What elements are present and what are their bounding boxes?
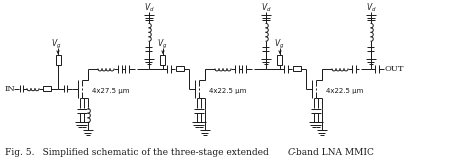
Bar xyxy=(55,55,61,65)
Bar xyxy=(293,66,301,72)
Text: $V_d$: $V_d$ xyxy=(144,1,155,14)
Bar xyxy=(277,55,283,65)
Text: OUT: OUT xyxy=(385,65,404,73)
Text: $V_g$: $V_g$ xyxy=(51,38,61,51)
Text: $V_d$: $V_d$ xyxy=(365,1,376,14)
Bar xyxy=(176,66,184,72)
Text: Simplified schematic of the three-stage extended: Simplified schematic of the three-stage … xyxy=(34,148,272,157)
Text: 4x22.5 μm: 4x22.5 μm xyxy=(209,88,246,94)
Text: Fig. 5.: Fig. 5. xyxy=(5,148,35,157)
Text: $V_g$: $V_g$ xyxy=(157,38,167,51)
Text: C: C xyxy=(288,148,295,157)
Text: 4x22.5 μm: 4x22.5 μm xyxy=(326,88,364,94)
Text: -band LNA MMIC: -band LNA MMIC xyxy=(293,148,374,157)
Text: $V_d$: $V_d$ xyxy=(261,1,271,14)
Text: IN: IN xyxy=(5,85,16,93)
Bar xyxy=(43,86,51,91)
Text: $V_g$: $V_g$ xyxy=(274,38,284,51)
Bar xyxy=(161,55,165,65)
Text: 4x27.5 μm: 4x27.5 μm xyxy=(92,88,129,94)
